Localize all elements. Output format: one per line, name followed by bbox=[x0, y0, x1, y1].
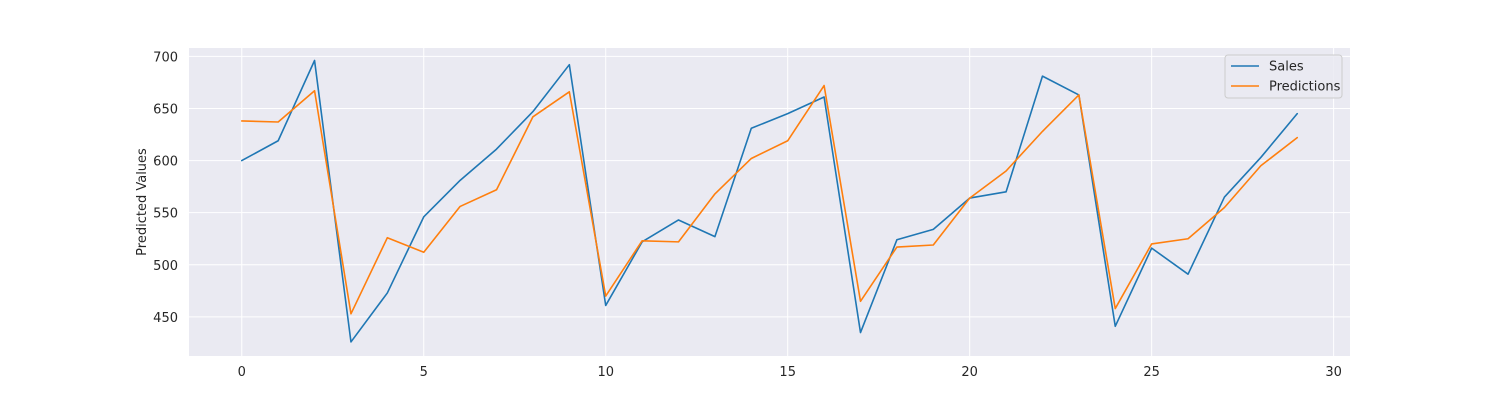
y-tick-label: 600 bbox=[153, 155, 178, 170]
plot-background bbox=[189, 48, 1350, 356]
legend-label-sales: Sales bbox=[1269, 60, 1304, 75]
x-tick-label: 20 bbox=[961, 365, 978, 380]
y-tick-label: 450 bbox=[153, 311, 178, 326]
legend-label-predictions: Predictions bbox=[1269, 80, 1341, 95]
y-tick-label: 650 bbox=[153, 102, 178, 117]
y-axis-label: Predicted Values bbox=[135, 148, 150, 256]
x-tick-label: 30 bbox=[1325, 365, 1342, 380]
legend: Sales Predictions bbox=[1224, 54, 1343, 99]
tick-labels: 0 5 10 15 20 25 30 450 500 550 600 650 700 bbox=[153, 50, 1342, 380]
y-tick-label: 500 bbox=[153, 259, 178, 274]
series-line-predictions bbox=[240, 84, 1299, 315]
x-tick-label: 10 bbox=[597, 365, 614, 380]
series-lines bbox=[240, 59, 1299, 343]
y-tick-label: 700 bbox=[153, 50, 178, 65]
y-tick-label: 550 bbox=[153, 207, 178, 222]
x-tick-label: 0 bbox=[238, 365, 246, 380]
series-line-sales bbox=[240, 59, 1299, 343]
grid-lines bbox=[189, 48, 1350, 356]
x-tick-label: 25 bbox=[1143, 365, 1160, 380]
x-tick-label: 5 bbox=[420, 365, 428, 380]
x-tick-label: 15 bbox=[779, 365, 796, 380]
